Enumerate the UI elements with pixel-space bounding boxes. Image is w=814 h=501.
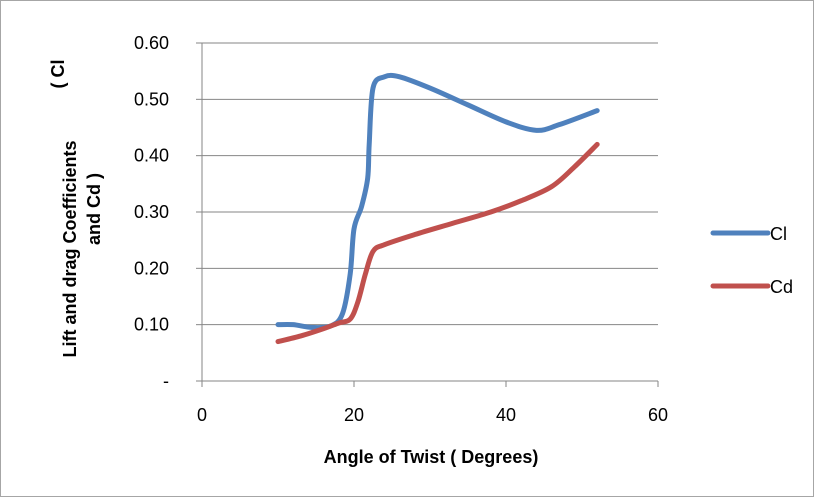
x-tick-label: 20 xyxy=(344,405,364,425)
y-tick-label: 0.60 xyxy=(134,33,169,53)
y-tick-label: 0.50 xyxy=(134,89,169,109)
series-line-cl xyxy=(275,72,600,331)
x-axis-title: Angle of Twist ( Degrees) xyxy=(324,447,539,467)
x-tick-labels: 0 20 40 60 xyxy=(197,405,668,425)
axes xyxy=(201,43,659,387)
x-tick-label: 60 xyxy=(648,405,668,425)
y-axis-title-part-1: ( Cl xyxy=(48,60,68,89)
y-axis-title-part-2: Lift and drag Coefficients xyxy=(60,140,80,357)
y-tick-label: 0.10 xyxy=(134,315,169,335)
series-lines xyxy=(275,72,600,345)
legend-label-cd: Cd xyxy=(770,277,793,297)
series-line-cd xyxy=(275,141,600,345)
x-tick-label: 40 xyxy=(496,405,516,425)
legend-label-cl: Cl xyxy=(770,224,787,244)
y-tick-label: - xyxy=(163,371,169,391)
y-tick-label: 0.40 xyxy=(134,146,169,166)
x-tick-label: 0 xyxy=(197,405,207,425)
y-axis-title-part-3: and Cd ) xyxy=(84,173,104,245)
y-tick-labels: - 0.10 0.20 0.30 0.40 0.50 0.60 xyxy=(134,33,169,391)
y-tick-label: 0.20 xyxy=(134,258,169,278)
legend: Cl Cd xyxy=(710,224,793,297)
y-tick-label: 0.30 xyxy=(134,202,169,222)
gridlines xyxy=(196,42,658,382)
